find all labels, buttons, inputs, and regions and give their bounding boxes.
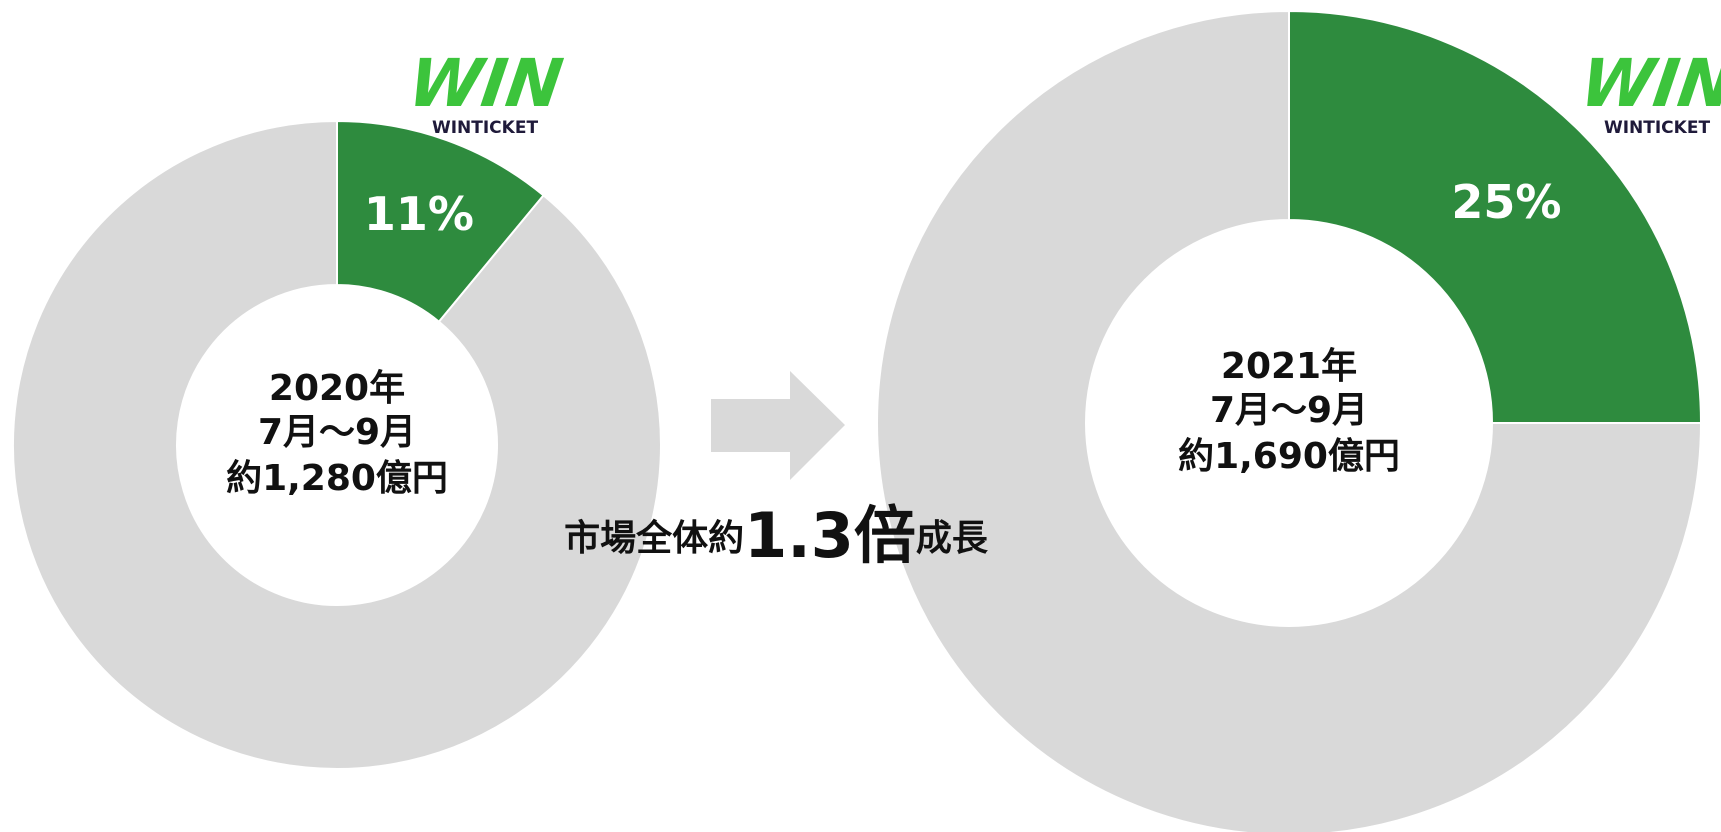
center-label: 約1,690億円 <box>1178 436 1400 477</box>
donut-segment <box>11 119 662 770</box>
logo-text: WINTICKET <box>432 118 538 138</box>
donut-segment <box>876 9 1703 832</box>
logo-text: WINTICKET <box>1604 118 1710 138</box>
donut-segment <box>1288 9 1703 424</box>
annotation-part: 市場全体約 <box>564 517 744 559</box>
annotation-part: 成長 <box>916 518 989 559</box>
center-label: 2020年 <box>269 368 405 409</box>
center-label: 2021年 <box>1221 346 1357 387</box>
annotation-part: 1.3倍 <box>744 499 916 572</box>
logo-mark: WIN <box>1576 44 1721 122</box>
center-label: 7月〜9月 <box>1210 390 1368 431</box>
annotation: 市場全体約1.3倍成長 <box>564 499 989 572</box>
logo-mark: WIN <box>404 44 567 122</box>
value-label: 25% <box>1451 175 1561 229</box>
value-label: 11% <box>364 187 474 241</box>
center-label: 約1,280億円 <box>226 458 448 499</box>
center-label: 7月〜9月 <box>258 412 416 453</box>
arrow <box>711 371 845 480</box>
